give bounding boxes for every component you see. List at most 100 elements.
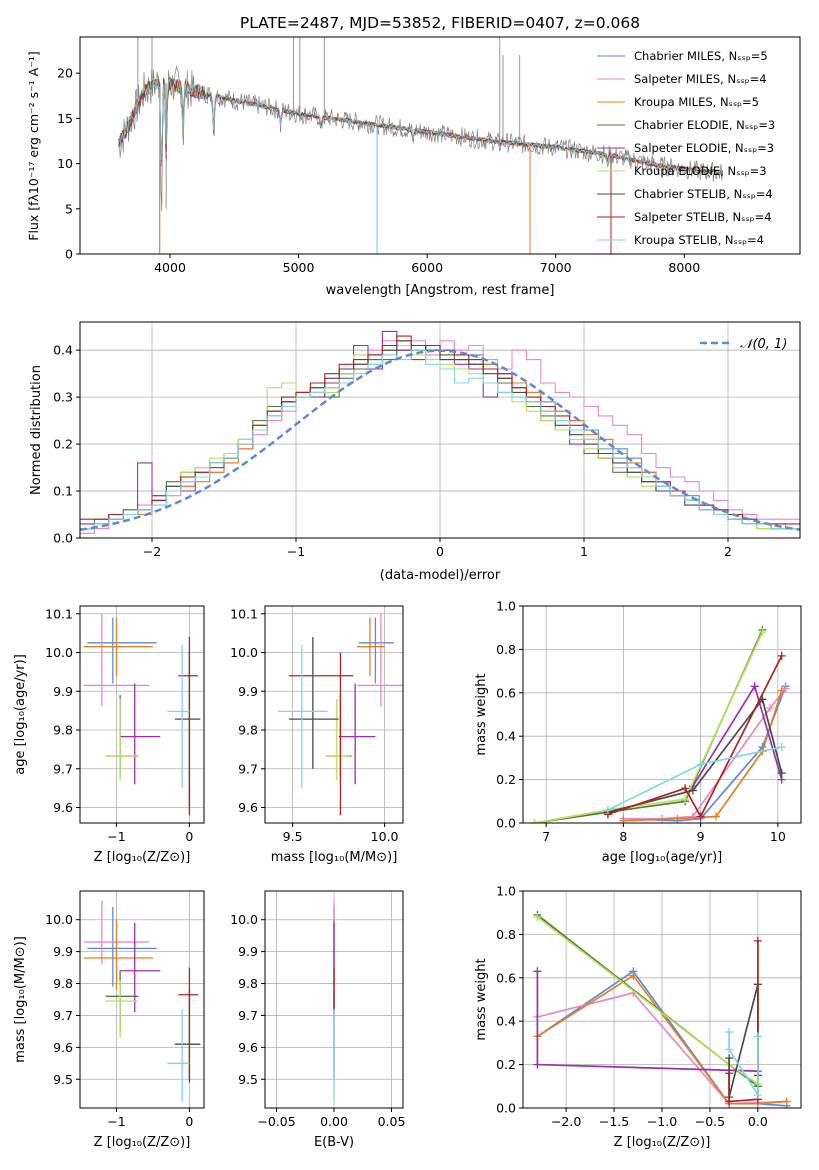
weight-marker-chabrier_stelib: [688, 786, 697, 795]
weight-marker-chabrier_stelib: [725, 1054, 734, 1063]
y-tick-label: 0.8: [496, 642, 516, 657]
plot-content: [83, 613, 201, 816]
spectrum-xlabel: wavelength [Angstrom, rest frame]: [326, 283, 555, 298]
legend-label-salpeter_elodie: Salpeter ELODIE, Nₛₛₚ=3: [634, 141, 774, 155]
weight-marker-salpeter_miles: [766, 703, 775, 712]
y-tick-label: 9.7: [238, 761, 258, 776]
weight-marker-salpeter_miles: [688, 812, 697, 821]
plot-content: [533, 910, 791, 1108]
observed-spectrum: [118, 65, 723, 212]
x-tick-label: −1.5: [599, 1114, 629, 1129]
weight-marker-kroupa_elodie: [530, 819, 539, 823]
x-axis-label: mass [log₁₀(M/M⊙)]: [271, 850, 398, 865]
x-tick-label: 2: [724, 544, 732, 559]
legend-label-salpeter_stelib: Salpeter STELIB, Nₛₛₚ=4: [634, 210, 772, 224]
residual-xlabel: (data-model)/error: [380, 568, 501, 583]
weight-vs-z-panel: −2.0 −1.5 −1.0 −0.5 0.0 0.0 0.2 0.4 0.6 0.8 1.0 Z […: [474, 884, 802, 1150]
residual-panel: −2 −1 0 1 2 0.0 0.1 0.2 0.3 0.4 (data-model)/erro…: [29, 321, 801, 583]
weight-marker-salpeter_stelib: [777, 651, 786, 660]
residual-legend: 𝒩(0, 1): [700, 337, 787, 352]
axes-frame: [79, 890, 205, 1109]
x-tick-label: −0.5: [695, 1114, 725, 1129]
age-vs-z-panel: −1 0 9.6 9.7 9.8 9.9 10.0 10.1 Z [log₁₀(Z/Z⊙)] ag…: [13, 605, 205, 865]
plot-content: [277, 613, 403, 816]
weight-line-kroupa_stelib: [728, 1032, 759, 1098]
y-tick-label: 9.6: [238, 1040, 258, 1055]
plot-content: [530, 625, 790, 823]
mass-vs-z-panel: −1 0 9.5 9.6 9.7 9.8 9.9 10.0 Z [log₁₀(Z/Z⊙)] mas…: [13, 890, 205, 1150]
weight-marker-kroupa_miles: [777, 686, 786, 695]
x-tick-label: 10: [770, 829, 786, 844]
x-tick-label: 9: [697, 829, 705, 844]
x-tick-label: 7000: [540, 260, 572, 275]
spectrum-frame: [79, 36, 801, 255]
gauss-legend-label: 𝒩(0, 1): [740, 337, 787, 352]
y-tick-label: 0.0: [496, 1101, 516, 1116]
y-tick-label: 0.1: [53, 484, 73, 499]
x-tick-label: −1: [287, 544, 305, 559]
y-tick-label: 0.2: [496, 772, 516, 787]
weight-line-salpeter_stelib: [607, 655, 783, 819]
y-tick-label: 9.8: [238, 723, 258, 738]
weight-marker-chabrier_stelib: [777, 769, 786, 778]
weight-marker-salpeter_elodie: [533, 967, 542, 976]
weight-marker-kroupa_stelib: [753, 1032, 762, 1041]
x-tick-label: −1: [107, 829, 125, 844]
y-tick-label: 10: [57, 156, 73, 171]
weight-marker-salpeter_elodie: [533, 1060, 542, 1069]
age-vs-mass-panel: 9.5 10.0 9.6 9.7 9.8 9.9 10.0 10.1 mass [log₁₀(M…: [230, 605, 404, 865]
weight-line-kroupa_elodie: [534, 631, 764, 823]
y-tick-label: 9.5: [238, 1072, 258, 1087]
weight-marker-kroupa_miles: [629, 971, 638, 980]
y-axis-label: age [log₁₀(age/yr)]: [13, 654, 28, 775]
x-tick-label: 10.0: [371, 829, 399, 844]
axes-frame: [264, 605, 404, 824]
ticks: −1 0 9.5 9.6 9.7 9.8 9.9 10.0: [45, 912, 193, 1129]
legend-label-chabrier_miles: Chabrier MILES, Nₛₛₚ=5: [634, 49, 768, 63]
axes-frame: [79, 605, 205, 824]
weight-marker-salpeter_stelib: [753, 936, 762, 945]
model-spectrum-kroupa_stelib: [118, 77, 724, 175]
y-tick-label: 0.4: [53, 343, 73, 358]
x-tick-label: 6000: [411, 260, 443, 275]
weight-marker-kroupa_miles: [619, 816, 628, 823]
y-tick-label: 9.7: [238, 1008, 258, 1023]
y-tick-label: 5: [65, 201, 73, 216]
x-tick-label: 5000: [283, 260, 315, 275]
x-tick-label: 0: [436, 544, 444, 559]
histogram-kroupa_stelib: [80, 349, 800, 530]
y-tick-label: 9.9: [53, 684, 73, 699]
y-tick-label: 9.7: [53, 761, 73, 776]
x-tick-label: 0.05: [378, 1114, 406, 1129]
y-tick-label: 1.0: [496, 884, 516, 899]
ticks: −0.05 0.00 0.05 9.5 9.6 9.7 9.8 9.9 10.0: [230, 912, 405, 1129]
x-axis-label: E(B-V): [314, 1135, 354, 1150]
x-tick-label: 8: [619, 829, 627, 844]
y-tick-label: 0.3: [53, 390, 73, 405]
weight-marker-kroupa_miles: [712, 812, 721, 821]
grid: [80, 891, 204, 1108]
y-axis-label: mass [log₁₀(M/M⊙)]: [13, 936, 28, 1063]
weight-marker-salpeter_stelib: [696, 812, 705, 821]
ticks: −2.0 −1.5 −1.0 −0.5 0.0 0.0 0.2 0.4 0.6 0.8 1.0: [496, 884, 768, 1130]
y-tick-label: 0.4: [496, 1014, 516, 1029]
weight-marker-kroupa_miles: [782, 1097, 791, 1106]
plot-content: [83, 900, 201, 1102]
y-tick-label: 10.0: [230, 912, 258, 927]
y-tick-label: 0.2: [53, 437, 73, 452]
model-spectrum-chabrier_stelib: [118, 77, 724, 175]
y-tick-label: 9.6: [238, 800, 258, 815]
x-tick-label: 7: [542, 829, 550, 844]
y-tick-label: 0.0: [53, 531, 73, 546]
weight-marker-kroupa_stelib: [753, 1090, 762, 1099]
grid: [80, 606, 204, 823]
x-tick-label: 0: [185, 829, 193, 844]
weight-marker-kroupa_elodie: [681, 795, 690, 804]
weight-marker-kroupa_miles: [673, 814, 682, 823]
x-tick-label: −0.05: [257, 1114, 295, 1129]
y-tick-label: 9.8: [53, 723, 73, 738]
y-tick-label: 0.8: [496, 927, 516, 942]
x-tick-label: 1: [580, 544, 588, 559]
y-tick-label: 9.8: [53, 976, 73, 991]
x-tick-label: 4000: [154, 260, 186, 275]
